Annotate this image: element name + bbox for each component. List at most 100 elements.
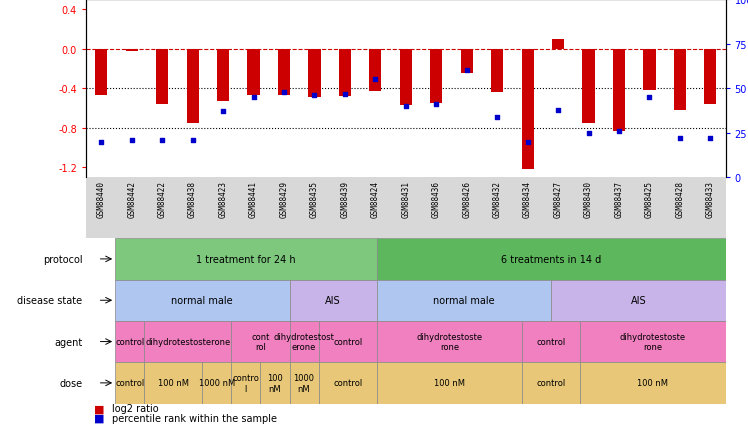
Bar <box>613 49 625 132</box>
Bar <box>186 49 199 124</box>
Text: control: control <box>333 337 362 346</box>
Bar <box>522 321 580 362</box>
Point <box>156 137 168 144</box>
Text: AIS: AIS <box>325 296 341 306</box>
Bar <box>115 362 144 404</box>
Point <box>430 102 442 108</box>
Text: dose: dose <box>59 378 82 388</box>
Point <box>643 94 655 101</box>
Text: ■: ■ <box>94 413 104 423</box>
Point <box>491 114 503 121</box>
Text: GSM88424: GSM88424 <box>371 181 380 218</box>
Text: dihydrotestosterone: dihydrotestosterone <box>145 337 230 346</box>
Point <box>248 94 260 101</box>
Text: GSM88425: GSM88425 <box>645 181 654 218</box>
Text: normal male: normal male <box>171 296 233 306</box>
Bar <box>115 321 144 362</box>
Text: GSM88436: GSM88436 <box>432 181 441 218</box>
Text: control: control <box>333 378 362 388</box>
Bar <box>491 49 503 93</box>
Point <box>278 89 290 96</box>
Bar <box>339 49 351 97</box>
Bar <box>144 321 231 362</box>
Point <box>674 135 686 142</box>
Text: GSM88429: GSM88429 <box>280 181 289 218</box>
Text: 100
nM: 100 nM <box>267 373 283 393</box>
Text: GSM88431: GSM88431 <box>401 181 411 218</box>
Bar <box>248 49 260 96</box>
Bar <box>231 362 260 404</box>
Bar <box>260 362 289 404</box>
Point <box>461 68 473 75</box>
Text: normal male: normal male <box>433 296 494 306</box>
Text: GSM88442: GSM88442 <box>127 181 136 218</box>
Text: GSM88438: GSM88438 <box>188 181 197 218</box>
Bar <box>377 321 522 362</box>
Text: GSM88440: GSM88440 <box>96 181 105 218</box>
Text: GSM88428: GSM88428 <box>675 181 684 218</box>
Point <box>370 76 381 83</box>
Text: 100 nM: 100 nM <box>158 378 188 388</box>
Bar <box>95 49 108 96</box>
Text: agent: agent <box>54 337 82 347</box>
Point <box>705 135 717 142</box>
Point <box>613 128 625 135</box>
Bar <box>522 362 580 404</box>
Text: 100 nM: 100 nM <box>637 378 669 388</box>
Point <box>399 103 411 110</box>
Text: dihydrotestoste
rone: dihydrotestoste rone <box>620 332 686 352</box>
Text: GSM88435: GSM88435 <box>310 181 319 218</box>
Text: dihydrotestoste
rone: dihydrotestoste rone <box>417 332 482 352</box>
Bar <box>278 49 290 96</box>
Text: 100 nM: 100 nM <box>434 378 465 388</box>
Text: 1000
nM: 1000 nM <box>293 373 315 393</box>
Text: GSM88441: GSM88441 <box>249 181 258 218</box>
Text: AIS: AIS <box>631 296 646 306</box>
Bar <box>217 49 229 102</box>
Bar <box>115 239 377 280</box>
Text: GSM88439: GSM88439 <box>340 181 349 218</box>
Bar <box>115 280 289 321</box>
Text: control: control <box>536 337 565 346</box>
Point <box>583 130 595 137</box>
Text: dihydrotestost
erone: dihydrotestost erone <box>274 332 334 352</box>
Bar <box>521 49 533 170</box>
Point <box>339 91 351 98</box>
Text: ■: ■ <box>94 404 104 414</box>
Text: cont
rol: cont rol <box>251 332 269 352</box>
Point <box>187 137 199 144</box>
Bar <box>377 280 551 321</box>
Bar <box>156 49 168 105</box>
Point <box>552 107 564 114</box>
Bar <box>580 362 726 404</box>
Text: GSM88433: GSM88433 <box>706 181 715 218</box>
Text: GSM88432: GSM88432 <box>493 181 502 218</box>
Bar <box>704 49 717 105</box>
Bar <box>674 49 686 111</box>
Point <box>126 137 138 144</box>
Text: contro
l: contro l <box>233 373 260 393</box>
Bar <box>461 49 473 74</box>
Bar <box>370 49 381 92</box>
Bar <box>289 362 319 404</box>
Bar <box>319 321 377 362</box>
Text: control: control <box>536 378 565 388</box>
Text: disease state: disease state <box>17 296 82 306</box>
Bar <box>126 49 138 51</box>
Bar <box>144 362 202 404</box>
Bar <box>308 49 320 98</box>
Bar <box>377 362 522 404</box>
Text: control: control <box>115 378 144 388</box>
Text: GSM88430: GSM88430 <box>584 181 593 218</box>
Bar <box>580 321 726 362</box>
Text: control: control <box>115 337 144 346</box>
Text: log2 ratio: log2 ratio <box>112 404 159 414</box>
Bar <box>552 39 564 49</box>
Point <box>217 108 229 115</box>
Bar <box>399 49 412 106</box>
Point <box>95 139 107 146</box>
Text: 6 treatments in 14 d: 6 treatments in 14 d <box>501 254 601 264</box>
Point <box>521 139 533 146</box>
Bar <box>319 362 377 404</box>
Text: GSM88437: GSM88437 <box>614 181 624 218</box>
